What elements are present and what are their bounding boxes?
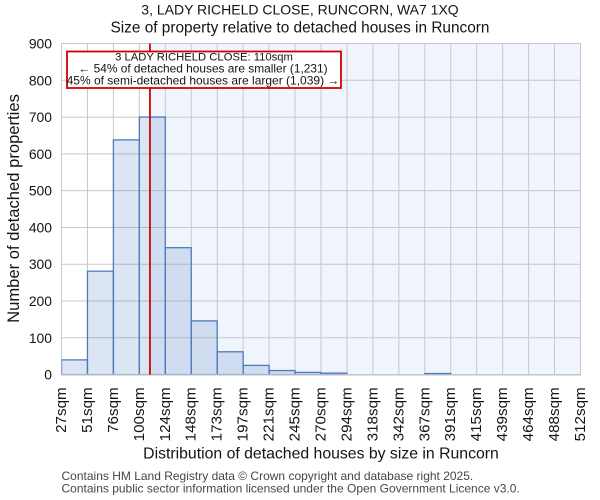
svg-text:200: 200 [29,293,52,309]
svg-text:318sqm: 318sqm [364,387,381,441]
svg-text:221sqm: 221sqm [261,387,278,441]
svg-text:Number of detached properties: Number of detached properties [4,94,23,323]
svg-text:400: 400 [29,219,52,235]
svg-text:Contains public sector informa: Contains public sector information licen… [62,481,520,495]
svg-text:76sqm: 76sqm [105,387,122,433]
svg-text:124sqm: 124sqm [157,387,174,441]
svg-text:3, LADY RICHELD CLOSE, RUNCORN: 3, LADY RICHELD CLOSE, RUNCORN, WA7 1XQ [141,1,459,17]
svg-text:439sqm: 439sqm [494,387,511,441]
svg-text:800: 800 [29,72,52,88]
svg-text:270sqm: 270sqm [313,387,330,441]
svg-text:500: 500 [29,183,52,199]
svg-text:100sqm: 100sqm [131,387,148,441]
svg-text:488sqm: 488sqm [546,387,563,441]
svg-text:600: 600 [29,146,52,162]
svg-text:← 54% of detached houses are s: ← 54% of detached houses are smaller (1,… [78,62,327,76]
svg-text:197sqm: 197sqm [235,387,252,441]
svg-text:51sqm: 51sqm [79,387,96,433]
svg-text:Contains HM Land Registry data: Contains HM Land Registry data © Crown c… [62,469,474,483]
svg-text:391sqm: 391sqm [442,387,459,441]
svg-text:342sqm: 342sqm [390,387,407,441]
svg-text:3 LADY RICHELD CLOSE: 110sqm: 3 LADY RICHELD CLOSE: 110sqm [115,51,293,63]
svg-text:0: 0 [44,367,52,383]
svg-text:464sqm: 464sqm [520,387,537,441]
svg-text:294sqm: 294sqm [338,387,355,441]
svg-text:512sqm: 512sqm [572,387,589,441]
svg-text:173sqm: 173sqm [209,387,226,441]
svg-text:245sqm: 245sqm [287,387,304,441]
svg-text:415sqm: 415sqm [468,387,485,441]
svg-text:700: 700 [29,109,52,125]
svg-text:900: 900 [29,36,52,52]
svg-text:Size of property relative to d: Size of property relative to detached ho… [110,20,489,37]
svg-text:367sqm: 367sqm [416,387,433,441]
svg-text:45% of semi-detached houses ar: 45% of semi-detached houses are larger (… [67,74,340,88]
svg-text:100: 100 [29,330,52,346]
svg-text:148sqm: 148sqm [183,387,200,441]
svg-text:Distribution of detached house: Distribution of detached houses by size … [143,446,499,463]
svg-text:27sqm: 27sqm [53,387,70,433]
svg-text:300: 300 [29,256,52,272]
